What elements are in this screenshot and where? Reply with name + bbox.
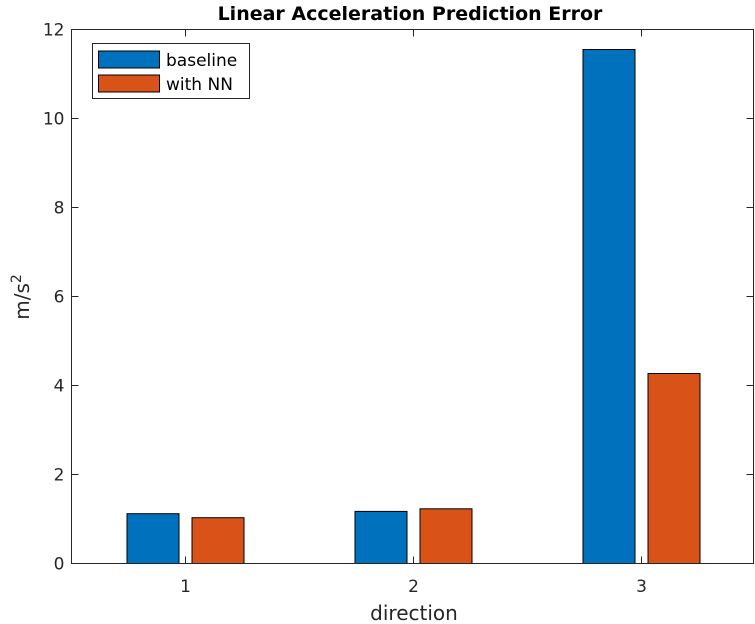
x-tick-label-3: 3	[636, 577, 647, 597]
y-axis-label: m/s2	[9, 274, 34, 320]
y-tick-label-10: 10	[43, 110, 65, 130]
plot-area-frame	[71, 29, 754, 564]
y-ticks-group: 0 2 4 6 8 10 12	[43, 21, 754, 575]
bar-with-nn-2	[419, 508, 473, 564]
legend-label-baseline: baseline	[166, 51, 237, 71]
x-tick-label-2: 2	[408, 577, 419, 597]
bars-group	[126, 49, 701, 565]
legend-swatch-with-nn	[98, 74, 160, 93]
bar-baseline-1	[126, 513, 180, 565]
svg-text:m/s2: m/s2	[9, 274, 34, 320]
y-tick-label-6: 6	[54, 288, 65, 308]
y-axis-label-superscript: 2	[9, 274, 25, 283]
legend-swatch-baseline	[98, 50, 160, 69]
y-tick-label-4: 4	[54, 377, 65, 397]
x-axis-label: direction	[370, 601, 458, 624]
x-tick-label-1: 1	[180, 577, 191, 597]
y-tick-label-2: 2	[54, 466, 65, 486]
y-tick-label-12: 12	[43, 21, 65, 41]
legend-label-with-nn: with NN	[166, 75, 233, 95]
y-tick-label-0: 0	[54, 555, 65, 575]
x-ticks-group: 1 2 3	[180, 29, 647, 597]
bar-with-nn-1	[191, 517, 245, 565]
y-tick-label-8: 8	[54, 199, 65, 219]
legend: baseline with NN	[92, 43, 250, 99]
bar-baseline-3	[582, 49, 636, 564]
bar-baseline-2	[354, 510, 408, 564]
y-axis-label-text: m/s	[10, 283, 34, 320]
bar-with-nn-3	[647, 373, 701, 564]
chart-title: Linear Acceleration Prediction Error	[218, 3, 603, 25]
